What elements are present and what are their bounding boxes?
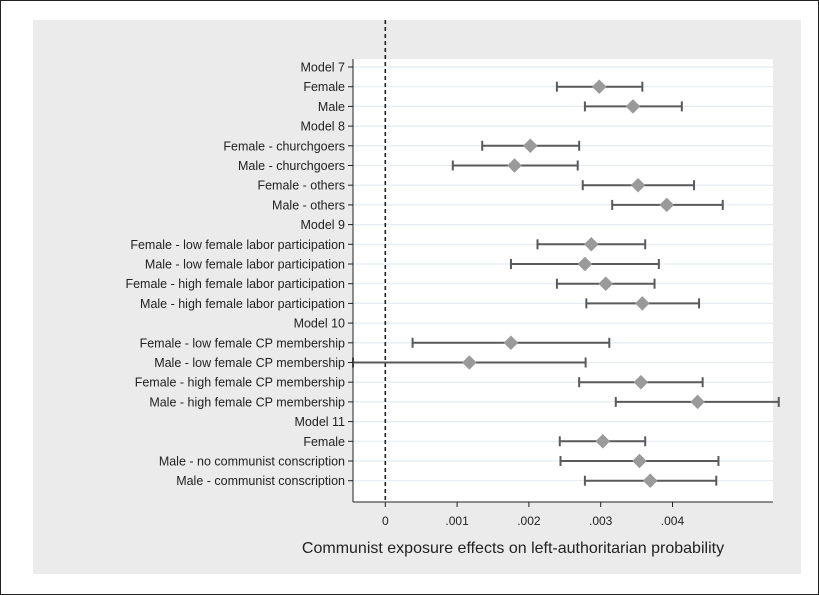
point-estimate-marker <box>591 79 607 95</box>
category-label: Female - others <box>257 179 345 193</box>
category-label: Male - communist conscription <box>176 474 345 488</box>
category-label: Male - others <box>272 198 345 212</box>
point-estimate-marker <box>503 335 519 351</box>
category-label: Male - high female labor participation <box>140 297 345 311</box>
category-label: Male - low female CP membership <box>154 356 345 370</box>
point-estimate-marker <box>642 473 658 489</box>
x-tick-label: .004 <box>661 514 685 528</box>
category-label: Model 10 <box>294 317 345 331</box>
category-label: Female - high female labor participation <box>125 277 345 291</box>
point-estimate-marker <box>632 453 647 469</box>
point-estimate-marker <box>595 433 611 449</box>
point-estimate-marker <box>630 177 646 193</box>
point-estimates <box>461 79 705 489</box>
category-labels: Model 7 Female Male Model 8 Female - churchg… <box>125 61 353 488</box>
category-label: Female - high female CP membership <box>135 376 345 390</box>
category-label: Male <box>318 100 345 114</box>
point-estimate-marker <box>584 236 599 252</box>
category-label: Female <box>303 435 345 449</box>
point-estimate-marker <box>625 99 641 114</box>
x-tick-label: .001 <box>445 514 469 528</box>
x-tick-label: .003 <box>589 514 613 528</box>
point-estimate-marker <box>577 256 593 272</box>
point-estimate-marker <box>659 197 675 213</box>
category-label: Model 11 <box>295 415 346 429</box>
point-estimate-marker <box>633 374 649 390</box>
category-label: Female - low female CP membership <box>140 336 345 350</box>
x-axis-ticks: 0 .001 .002 .003 .004 <box>382 502 685 528</box>
category-label: Female <box>303 80 345 94</box>
category-label: Male - no communist conscription <box>159 455 345 469</box>
category-label: Female - churchgoers <box>223 139 345 153</box>
x-axis-title: Communist exposure effects on left-autho… <box>302 540 724 557</box>
point-estimate-marker <box>461 355 477 370</box>
point-estimate-marker <box>598 276 614 292</box>
category-label: Male - churchgoers <box>238 159 345 173</box>
point-estimate-marker <box>634 296 650 311</box>
point-estimate-marker <box>507 158 522 173</box>
category-label: Model 7 <box>301 61 346 75</box>
x-tick-label: 0 <box>382 514 389 528</box>
point-estimate-marker <box>690 394 705 410</box>
x-tick-label: .002 <box>517 514 541 528</box>
point-estimate-marker <box>522 138 538 154</box>
confidence-intervals <box>352 81 780 486</box>
category-label: Model 9 <box>301 218 346 232</box>
category-label: Male - low female labor participation <box>145 258 345 272</box>
category-label: Model 8 <box>301 120 346 134</box>
category-label: Female - low female labor participation <box>130 238 345 252</box>
category-label: Male - high female CP membership <box>149 395 345 409</box>
plot-area <box>353 59 773 502</box>
